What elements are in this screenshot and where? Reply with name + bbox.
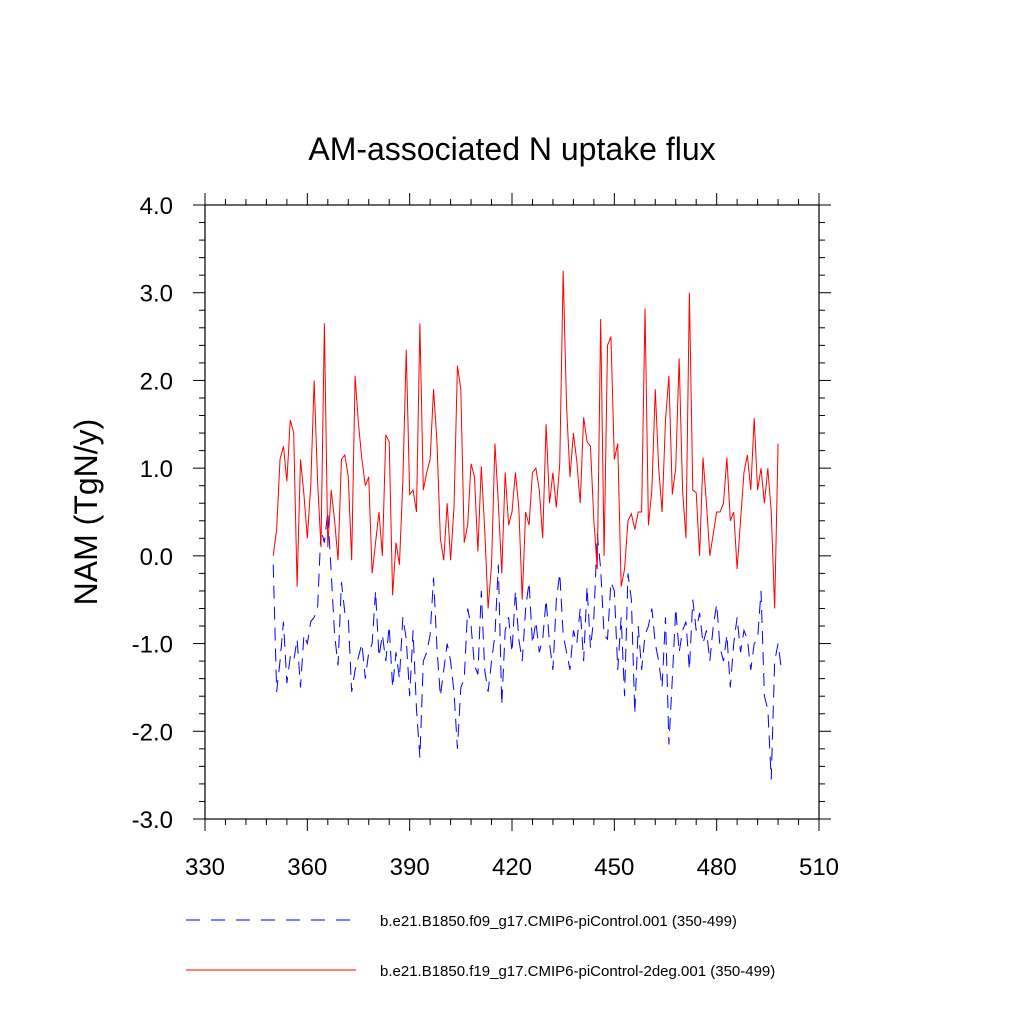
y-tick-label: 3.0 <box>140 281 173 308</box>
y-tick-label: 2.0 <box>140 368 173 395</box>
ticks-layer: 330 360 390 420 450 480 510 -3.0 -2.0 -1.0 0.0 1.0 2… <box>132 193 839 881</box>
x-tick-label: 510 <box>799 854 839 881</box>
x-tick-label: 420 <box>492 854 532 881</box>
y-tick-label: 4.0 <box>140 193 173 220</box>
y-tick-label: -1.0 <box>132 632 173 659</box>
x-tick-label: 390 <box>390 854 430 881</box>
chart-title: AM-associated N uptake flux <box>308 131 715 167</box>
y-tick-label: -3.0 <box>132 807 173 834</box>
y-tick-label: 1.0 <box>140 456 173 483</box>
x-tick-label: 360 <box>287 854 327 881</box>
x-tick-label: 480 <box>697 854 737 881</box>
legend-label-piControl-001: b.e21.B1850.f09_g17.CMIP6-piControl.001 … <box>380 913 737 930</box>
legend: b.e21.B1850.f09_g17.CMIP6-piControl.001 … <box>186 913 775 980</box>
series-line-red-solid <box>272 270 779 609</box>
series-line-blue-dashed <box>272 511 782 780</box>
x-tick-label: 330 <box>185 854 225 881</box>
x-tick-label: 450 <box>594 854 634 881</box>
y-axis-label: NAM (TgN/y) <box>68 419 104 606</box>
legend-label-piControl-2deg-001: b.e21.B1850.f19_g17.CMIP6-piControl-2deg… <box>380 963 775 980</box>
y-tick-label: -2.0 <box>132 719 173 746</box>
y-tick-label: 0.0 <box>140 544 173 571</box>
series-layer <box>272 270 782 780</box>
